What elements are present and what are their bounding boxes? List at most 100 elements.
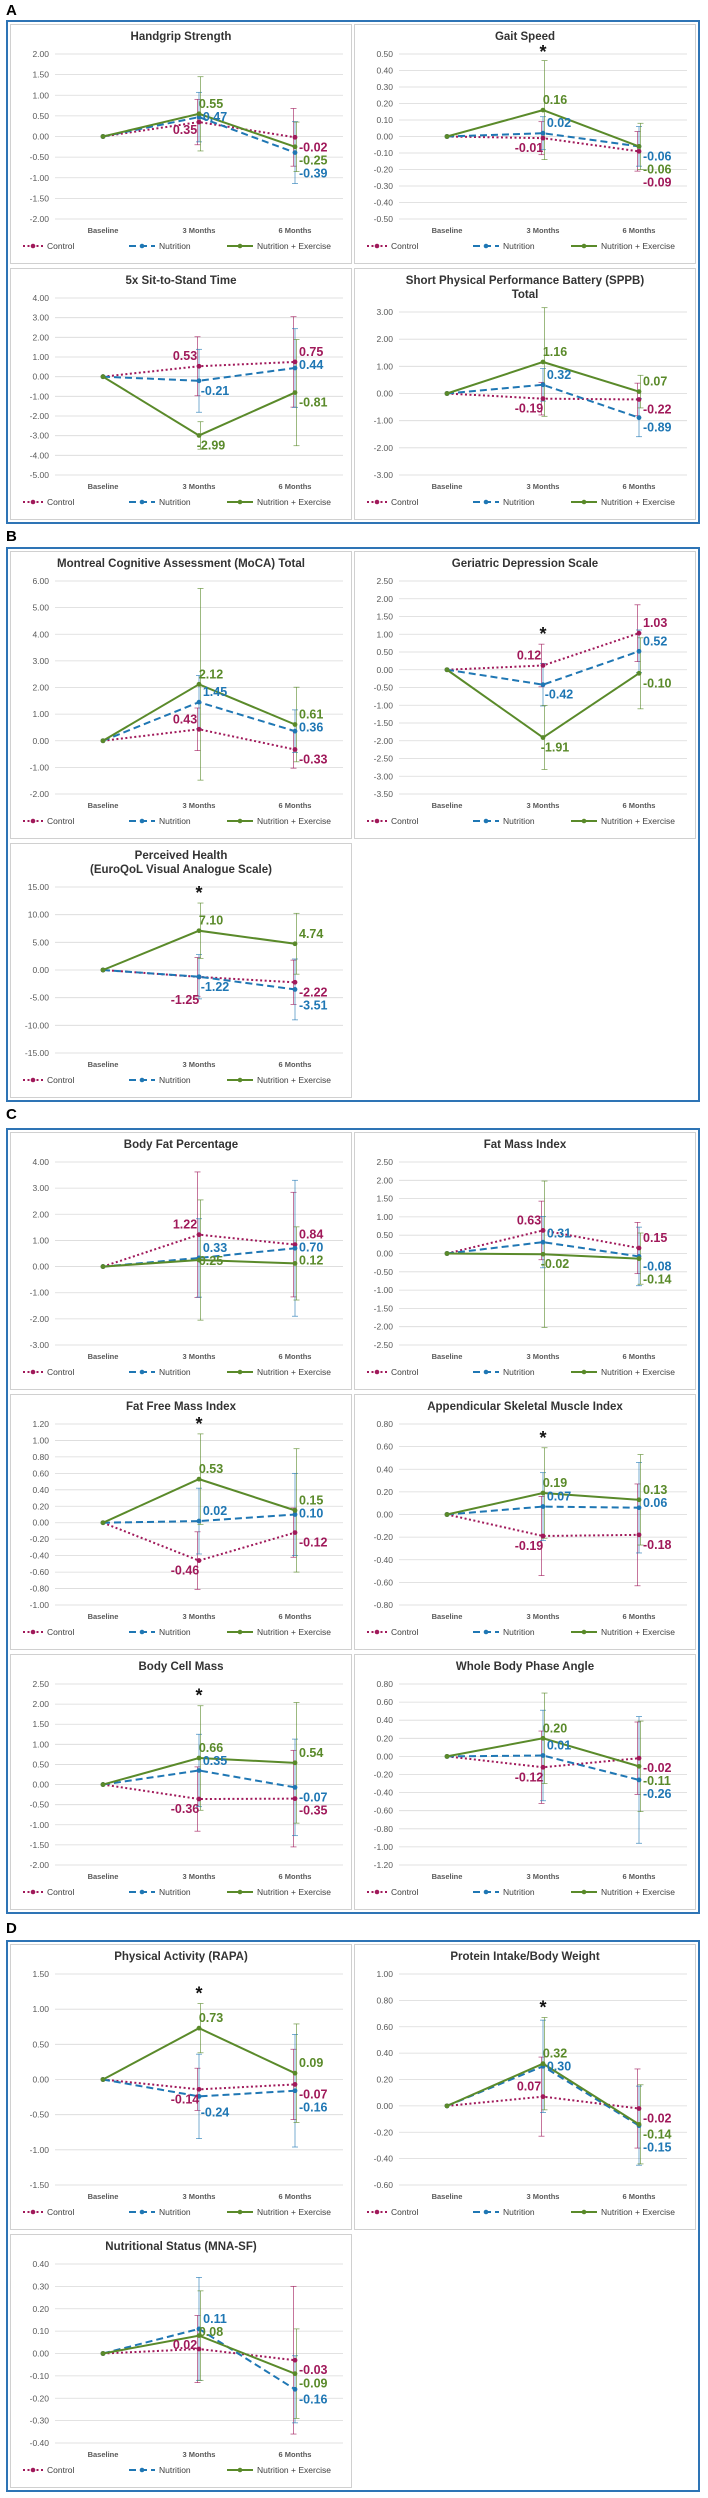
legend-item-control: Control xyxy=(367,816,419,826)
data-label-control: -0.14 xyxy=(171,2092,200,2106)
svg-text:Nutrition + Exercise: Nutrition + Exercise xyxy=(257,1367,331,1377)
x-tick-label: 3 Months xyxy=(183,1612,216,1621)
y-tick-label: -0.20 xyxy=(374,1532,394,1542)
data-label-nutrition: -0.89 xyxy=(643,421,672,435)
svg-text:Control: Control xyxy=(47,1367,75,1377)
y-tick-label: 5.00 xyxy=(32,937,49,947)
chart-sit-to-stand: 5x Sit-to-Stand Time 4.00 3.00 2.00 1.00 0.00… xyxy=(10,268,352,520)
data-point-nutrition xyxy=(636,415,642,421)
x-tick-label: Baseline xyxy=(88,482,119,491)
x-tick-label: Baseline xyxy=(88,226,119,235)
svg-text:Control: Control xyxy=(47,816,75,826)
data-point-exercise xyxy=(196,681,202,687)
svg-text:Nutrition: Nutrition xyxy=(503,816,535,826)
data-label-nutrition: -0.16 xyxy=(299,2392,328,2406)
y-tick-label: -1.50 xyxy=(30,1840,50,1850)
chart-title: Body Fat Percentage xyxy=(124,1139,238,1151)
y-tick-label: 0.10 xyxy=(32,2326,49,2336)
y-tick-label: 1.50 xyxy=(376,612,393,622)
data-point-control xyxy=(540,2094,546,2100)
chart-title: Perceived Health xyxy=(135,850,228,862)
data-point-exercise xyxy=(540,735,546,740)
y-tick-label: 1.00 xyxy=(376,1212,393,1222)
data-point-nutrition xyxy=(636,648,642,654)
significance-marker: * xyxy=(195,883,202,903)
data-label-control: -0.36 xyxy=(171,1802,200,1816)
data-label-exercise: -0.14 xyxy=(643,2127,672,2141)
y-tick-label: 0.50 xyxy=(376,49,393,59)
chart-gait-speed: Gait Speed 0.50 0.40 0.30 0.20 0.10 0.00 -0.10 -… xyxy=(354,24,696,264)
svg-text:Nutrition + Exercise: Nutrition + Exercise xyxy=(257,1627,331,1637)
y-tick-label: 0.40 xyxy=(32,1485,49,1495)
y-tick-label: 1.00 xyxy=(376,629,393,639)
y-tick-label: 2.00 xyxy=(376,1175,393,1185)
data-label-nutrition: 0.02 xyxy=(203,1504,227,1518)
data-point-nutrition xyxy=(292,1512,298,1517)
legend-item-nutrition: Nutrition xyxy=(473,1887,535,1897)
y-tick-label: -0.60 xyxy=(30,1567,50,1577)
significance-marker: * xyxy=(539,624,546,644)
data-point-exercise xyxy=(444,1754,450,1759)
data-point-exercise xyxy=(636,1763,642,1769)
y-tick-label: -1.50 xyxy=(374,718,394,728)
data-label-exercise: -0.14 xyxy=(643,1272,672,1286)
data-label-nutrition: 0.06 xyxy=(643,1496,667,1510)
y-tick-label: -1.00 xyxy=(374,1842,394,1852)
data-point-nutrition xyxy=(292,1245,298,1251)
y-tick-label: -0.30 xyxy=(30,2416,50,2426)
data-label-nutrition: 0.44 xyxy=(299,358,323,372)
x-tick-label: 6 Months xyxy=(623,1352,656,1361)
legend-item-control: Control xyxy=(367,1367,419,1377)
y-tick-label: 0.00 xyxy=(376,132,393,142)
data-point-nutrition xyxy=(636,1505,642,1511)
data-point-control xyxy=(196,726,202,732)
svg-text:Control: Control xyxy=(47,2465,75,2475)
y-tick-label: 0.20 xyxy=(32,2304,49,2314)
data-point-control xyxy=(636,148,642,154)
data-point-exercise xyxy=(100,2351,106,2356)
data-point-exercise xyxy=(196,1257,202,1263)
y-tick-label: 5.00 xyxy=(32,603,49,613)
y-tick-label: -1.00 xyxy=(30,1288,50,1298)
y-tick-label: -5.00 xyxy=(30,993,50,1003)
legend-item-nutrition: Nutrition xyxy=(129,241,191,251)
chart-physical-activity: Physical Activity (RAPA) 1.50 1.00 0.50 0.00… xyxy=(10,1944,352,2230)
legend-item-control: Control xyxy=(367,497,419,507)
y-tick-label: -0.50 xyxy=(374,1267,394,1277)
y-tick-label: -2.00 xyxy=(30,411,50,421)
legend-item-exercise: Nutrition + Exercise xyxy=(227,2465,331,2475)
data-label-nutrition: -0.15 xyxy=(643,2140,672,2154)
x-tick-label: Baseline xyxy=(88,2450,119,2459)
chart-svg: Geriatric Depression Scale 2.50 2.00 1.50 1.… xyxy=(367,558,687,826)
data-point-exercise xyxy=(100,1264,106,1269)
data-label-nutrition: 0.07 xyxy=(547,1490,571,1504)
data-label-exercise: 0.32 xyxy=(543,2047,567,2061)
section-letter-c: C xyxy=(6,1106,17,1123)
y-tick-label: 0.30 xyxy=(376,82,393,92)
legend-item-control: Control xyxy=(23,1367,75,1377)
y-tick-label: -1.50 xyxy=(30,193,50,203)
svg-text:Nutrition: Nutrition xyxy=(159,2465,191,2475)
data-point-exercise xyxy=(636,670,642,676)
data-label-control: -0.03 xyxy=(299,2363,328,2377)
data-label-control: -0.22 xyxy=(643,402,672,416)
data-point-control xyxy=(292,1242,298,1248)
svg-text:Nutrition + Exercise: Nutrition + Exercise xyxy=(601,2207,675,2217)
y-tick-label: 3.00 xyxy=(32,1183,49,1193)
y-tick-label: 0.50 xyxy=(32,1759,49,1769)
svg-text:Nutrition: Nutrition xyxy=(503,497,535,507)
series-line-control xyxy=(446,1755,640,1769)
y-tick-label: 0.00 xyxy=(32,736,49,746)
series-line-control xyxy=(102,1783,296,1801)
data-point-exercise xyxy=(292,722,298,727)
data-point-exercise xyxy=(292,390,298,395)
data-point-nutrition xyxy=(196,699,202,705)
chart-svg: Body Cell Mass 2.50 2.00 1.50 1.00 0.50 0.00 -0… xyxy=(23,1661,343,1897)
legend-item-nutrition: Nutrition xyxy=(129,2465,191,2475)
data-point-exercise xyxy=(196,433,202,438)
chart-title: 5x Sit-to-Stand Time xyxy=(126,275,237,287)
y-tick-label: -0.50 xyxy=(374,214,394,224)
data-point-exercise xyxy=(292,941,298,947)
data-label-exercise: 0.54 xyxy=(299,1746,323,1760)
y-tick-label: 0.60 xyxy=(376,2022,393,2032)
